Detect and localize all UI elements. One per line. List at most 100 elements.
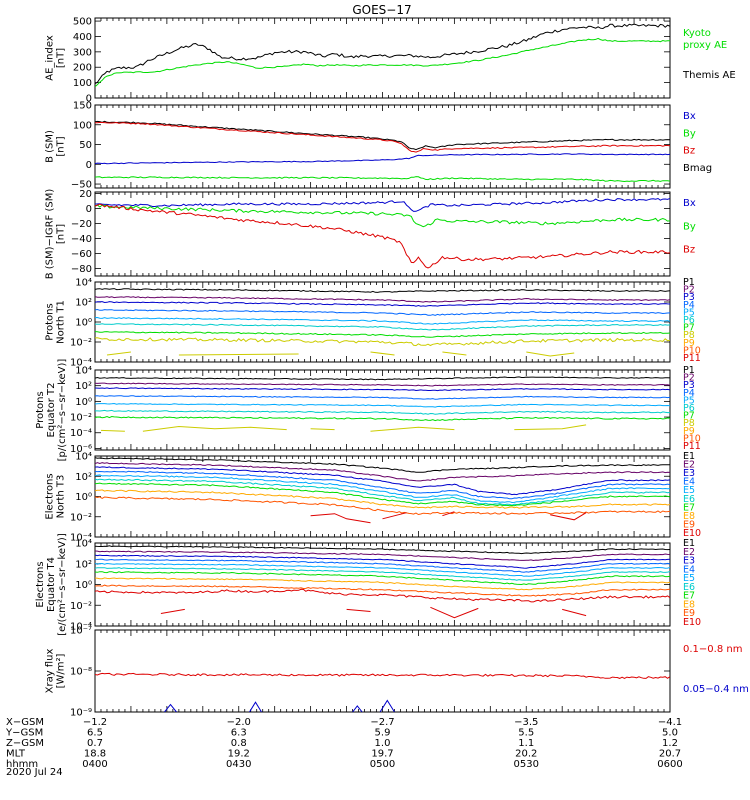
segment-line-0 (164, 703, 177, 712)
legend-entry: E1 (683, 451, 695, 462)
y-tick-label: 0 (86, 204, 92, 215)
legend-entry: Bx (683, 198, 696, 209)
legend-entry: P4 (683, 388, 695, 399)
series-line-6 (95, 331, 670, 338)
y-tick-label: 0 (86, 94, 92, 105)
axis-value: 5.5 (518, 728, 534, 739)
series-line-7 (95, 337, 670, 347)
axis-value: 19.7 (371, 749, 393, 760)
series-line-1 (95, 37, 670, 88)
y-tick-label: 10⁻² (70, 601, 92, 612)
y-tick-label: 10² (75, 298, 92, 309)
series-line-3 (95, 558, 670, 573)
segment-line-0 (100, 429, 125, 432)
segment-line-3 (370, 426, 455, 432)
series-line-3 (95, 395, 670, 400)
segment-line-4 (514, 424, 587, 431)
axis-value: 20.2 (515, 749, 537, 760)
legend-entry: P7 (683, 323, 695, 334)
axis-value: 0430 (226, 759, 251, 770)
y-axis-label: B (SM)−IGRF (SM) (45, 189, 56, 280)
segment-line-2 (310, 428, 335, 431)
legend-entry: E6 (683, 494, 695, 505)
series-line-3 (95, 176, 670, 183)
axis-value: 5.0 (662, 728, 678, 739)
series-line-2 (95, 301, 670, 307)
y-axis-label: North T1 (56, 300, 67, 344)
series-line-8 (95, 584, 670, 597)
legend-entry: P2 (683, 373, 695, 384)
series-line-7 (95, 577, 670, 591)
legend-entry: P8 (683, 330, 695, 341)
panel-frame (94, 191, 671, 277)
legend-entry: P6 (683, 315, 695, 326)
y-axis-label: AE_index (45, 35, 56, 81)
series-line-2 (95, 153, 670, 165)
y-tick-label: 10⁻⁷ (70, 626, 92, 637)
axis-value: 0.7 (87, 738, 103, 749)
y-tick-label: 10⁻⁴ (70, 622, 92, 633)
series-line-4 (95, 316, 670, 325)
legend-entry: By (683, 221, 696, 232)
y-tick-label: 10⁻⁴ (70, 533, 92, 544)
axis-value: 1.0 (375, 738, 391, 749)
series-line-1 (95, 462, 670, 482)
legend-entry: E7 (683, 502, 695, 513)
segment-line-2 (430, 606, 479, 619)
y-axis-label: Protons (35, 391, 46, 428)
series-line-2 (95, 554, 670, 569)
y-axis-label: Electrons (35, 561, 46, 607)
segment-line-1 (249, 701, 262, 712)
y-tick-label: 150 (73, 101, 92, 112)
y-tick-label: 10⁴ (75, 452, 92, 463)
legend-entry: P3 (683, 380, 695, 391)
legend-entry: E10 (683, 617, 701, 628)
axis-value: −2.0 (227, 717, 251, 728)
panel-frame (94, 281, 671, 363)
series-line-9 (95, 588, 670, 603)
axis-value: −4.1 (658, 717, 682, 728)
legend-entry: E8 (683, 511, 695, 522)
y-tick-label: 200 (73, 63, 92, 74)
panel-frame (94, 17, 671, 99)
legend-entry: P7 (683, 411, 695, 422)
axis-value: −3.5 (514, 717, 538, 728)
legend-entry: E3 (683, 556, 695, 567)
panel-bsm: −50 0 50 100 150 B (SM) [nT] Bx By Bz Bmag (45, 101, 713, 191)
legend-entry: P10 (683, 433, 701, 444)
y-axis-label: Protons (45, 303, 56, 340)
series-line-3 (95, 470, 670, 500)
y-tick-label: 20 (79, 189, 92, 200)
segment-line-1 (346, 608, 371, 612)
date-label: 2020 Jul 24 (6, 767, 63, 778)
legend-entry: E8 (683, 599, 695, 610)
axis-value: 5.9 (375, 728, 391, 739)
series-line-6 (95, 571, 670, 586)
legend-entry: P2 (683, 285, 695, 296)
panel-bigrf: −80 −60 −40 −20 0 20 B (SM)−IGRF (SM) [nT] Bx By B… (45, 189, 696, 280)
legend-entry: Bx (683, 111, 696, 122)
series-line-7 (95, 489, 670, 509)
axis-value: −1.2 (83, 717, 107, 728)
y-tick-label: 10⁻⁴ (70, 428, 92, 439)
series-line-4 (95, 474, 670, 504)
segment-line-0 (160, 608, 185, 614)
panel-frame (94, 369, 671, 451)
series-line-6 (95, 415, 670, 422)
panel-xray: 10⁻⁹ 10⁻⁸ 10⁻⁷ Xray flux [W/m²] 0.1−0.8 nm 0.0… (45, 626, 749, 719)
legend-entry: P4 (683, 300, 695, 311)
segment-line-1 (178, 353, 299, 356)
segment-line-0 (106, 351, 131, 356)
legend-entry: 0.1−0.8 nm (683, 644, 742, 655)
y-tick-label: 10⁰ (75, 492, 92, 503)
y-tick-label: −20 (71, 219, 92, 230)
y-tick-label: 10⁻² (70, 512, 92, 523)
series-line-1 (95, 296, 670, 303)
series-line-1 (95, 204, 670, 228)
y-axis-label: B (SM) (45, 130, 56, 163)
panel-pt2: 10⁻⁶ 10⁻⁴ 10⁻² 10⁰ 10² 10⁴ Protons Equator T2 [p… (35, 359, 701, 462)
axis-value: 0500 (370, 759, 395, 770)
legend-entry: P1 (683, 365, 695, 376)
axis-value: 1.1 (518, 738, 534, 749)
